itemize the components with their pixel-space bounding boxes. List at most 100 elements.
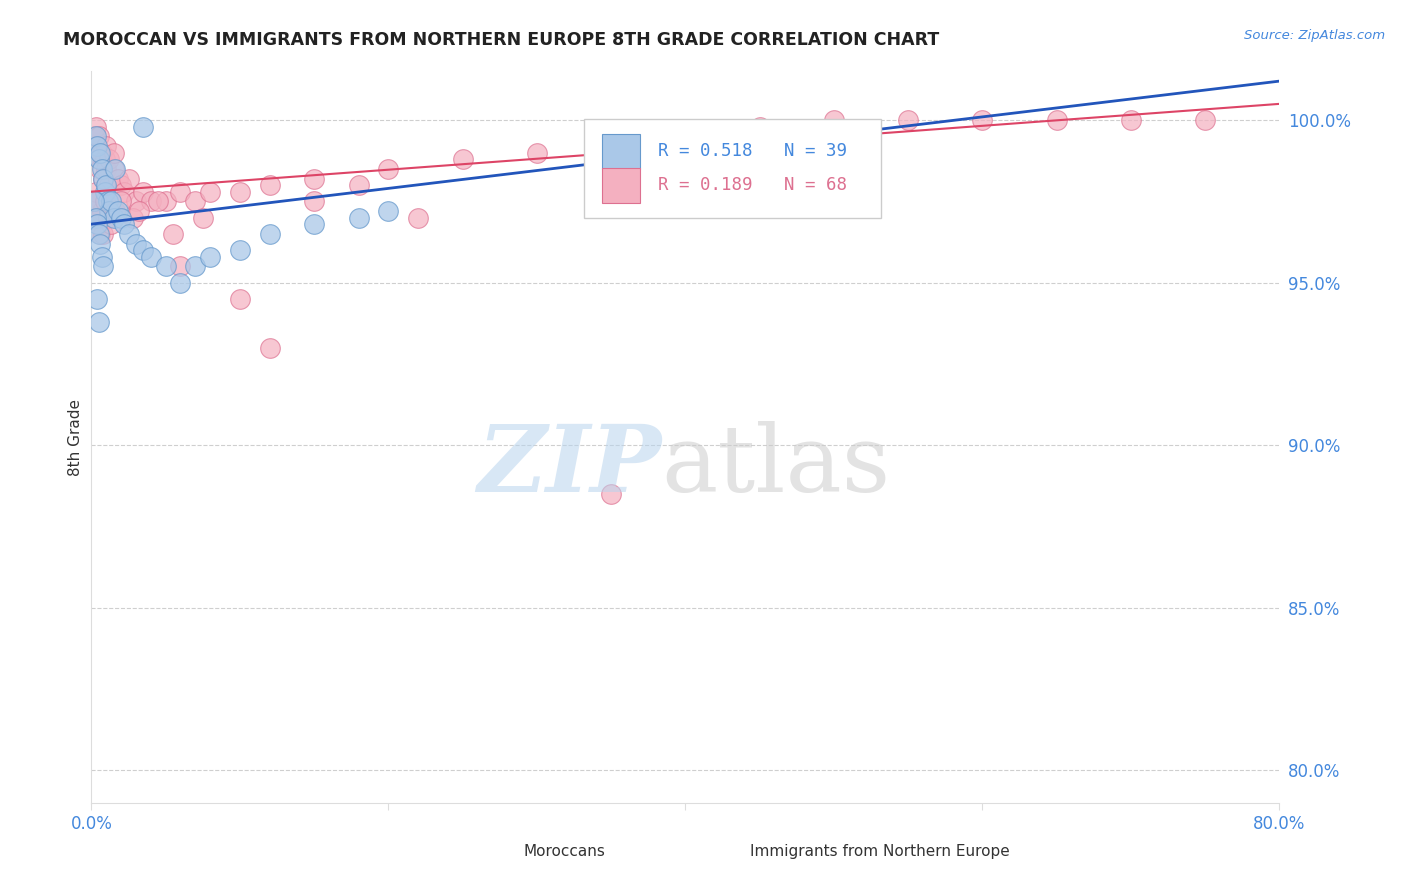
Point [89, 227, 111, 241]
Point [200, 185, 222, 199]
Point [87, 129, 110, 144]
Point [90, 161, 112, 176]
Point [132, 243, 155, 257]
Point [107, 171, 129, 186]
Point [90, 250, 112, 264]
FancyBboxPatch shape [709, 838, 735, 865]
Point [86, 211, 108, 225]
Point [155, 260, 177, 274]
Point [406, 211, 429, 225]
Point [122, 211, 145, 225]
Point [103, 145, 125, 160]
Point [117, 227, 139, 241]
Point [302, 194, 325, 209]
Point [112, 217, 135, 231]
Point [200, 250, 222, 264]
Point [90, 145, 112, 160]
Point [84, 194, 107, 209]
Point [86, 292, 108, 306]
Text: atlas: atlas [662, 421, 891, 511]
Point [451, 152, 474, 166]
Point [229, 185, 252, 199]
Point [94, 185, 117, 199]
Point [86, 139, 108, 153]
Point [748, 120, 770, 134]
Point [89, 161, 111, 176]
Point [169, 185, 191, 199]
Point [155, 194, 177, 209]
Point [87, 152, 110, 166]
Point [673, 129, 696, 144]
Point [83, 129, 105, 144]
Point [91, 227, 114, 241]
Point [110, 178, 132, 193]
Point [112, 185, 135, 199]
Point [104, 161, 127, 176]
Point [94, 152, 117, 166]
Point [169, 260, 191, 274]
Point [96, 178, 118, 193]
Point [87, 227, 110, 241]
Point [128, 204, 150, 219]
Point [347, 178, 370, 193]
Point [98, 204, 121, 219]
Y-axis label: 8th Grade: 8th Grade [67, 399, 83, 475]
Point [110, 194, 132, 209]
Point [94, 194, 117, 209]
Point [107, 204, 129, 219]
Point [600, 487, 623, 501]
Point [125, 194, 148, 209]
Point [191, 211, 214, 225]
Point [259, 227, 281, 241]
Text: MOROCCAN VS IMMIGRANTS FROM NORTHERN EUROPE 8TH GRADE CORRELATION CHART: MOROCCAN VS IMMIGRANTS FROM NORTHERN EUR… [63, 31, 939, 49]
Point [259, 178, 281, 193]
Point [97, 211, 120, 225]
Point [972, 113, 994, 128]
Text: Source: ZipAtlas.com: Source: ZipAtlas.com [1244, 29, 1385, 42]
Point [148, 194, 170, 209]
Point [823, 113, 845, 128]
Point [110, 211, 132, 225]
Point [84, 129, 107, 144]
Point [86, 194, 108, 209]
Point [84, 120, 107, 134]
Point [84, 211, 107, 225]
Point [132, 120, 155, 134]
FancyBboxPatch shape [602, 168, 640, 203]
Point [98, 178, 121, 193]
Point [897, 113, 920, 128]
Point [302, 171, 325, 186]
Point [169, 276, 191, 290]
Point [162, 227, 184, 241]
Point [1119, 113, 1142, 128]
Point [139, 194, 162, 209]
Point [103, 161, 125, 176]
Point [98, 152, 121, 166]
Point [184, 260, 207, 274]
Point [97, 194, 120, 209]
Point [87, 211, 110, 225]
Text: R = 0.518   N = 39: R = 0.518 N = 39 [658, 142, 846, 160]
Point [87, 315, 110, 329]
Point [103, 211, 125, 225]
FancyBboxPatch shape [602, 134, 640, 169]
Point [347, 211, 370, 225]
Point [84, 139, 107, 153]
Point [87, 217, 110, 231]
FancyBboxPatch shape [585, 119, 882, 218]
Text: Immigrants from Northern Europe: Immigrants from Northern Europe [749, 844, 1010, 859]
Point [377, 161, 399, 176]
Point [1046, 113, 1069, 128]
Point [89, 145, 111, 160]
Point [1194, 113, 1216, 128]
Point [91, 260, 114, 274]
Text: ZIP: ZIP [478, 421, 662, 511]
Point [139, 250, 162, 264]
Point [84, 185, 107, 199]
Text: Moroccans: Moroccans [524, 844, 606, 859]
Point [104, 204, 127, 219]
Point [90, 204, 112, 219]
Point [377, 204, 399, 219]
Point [83, 194, 105, 209]
Point [117, 171, 139, 186]
